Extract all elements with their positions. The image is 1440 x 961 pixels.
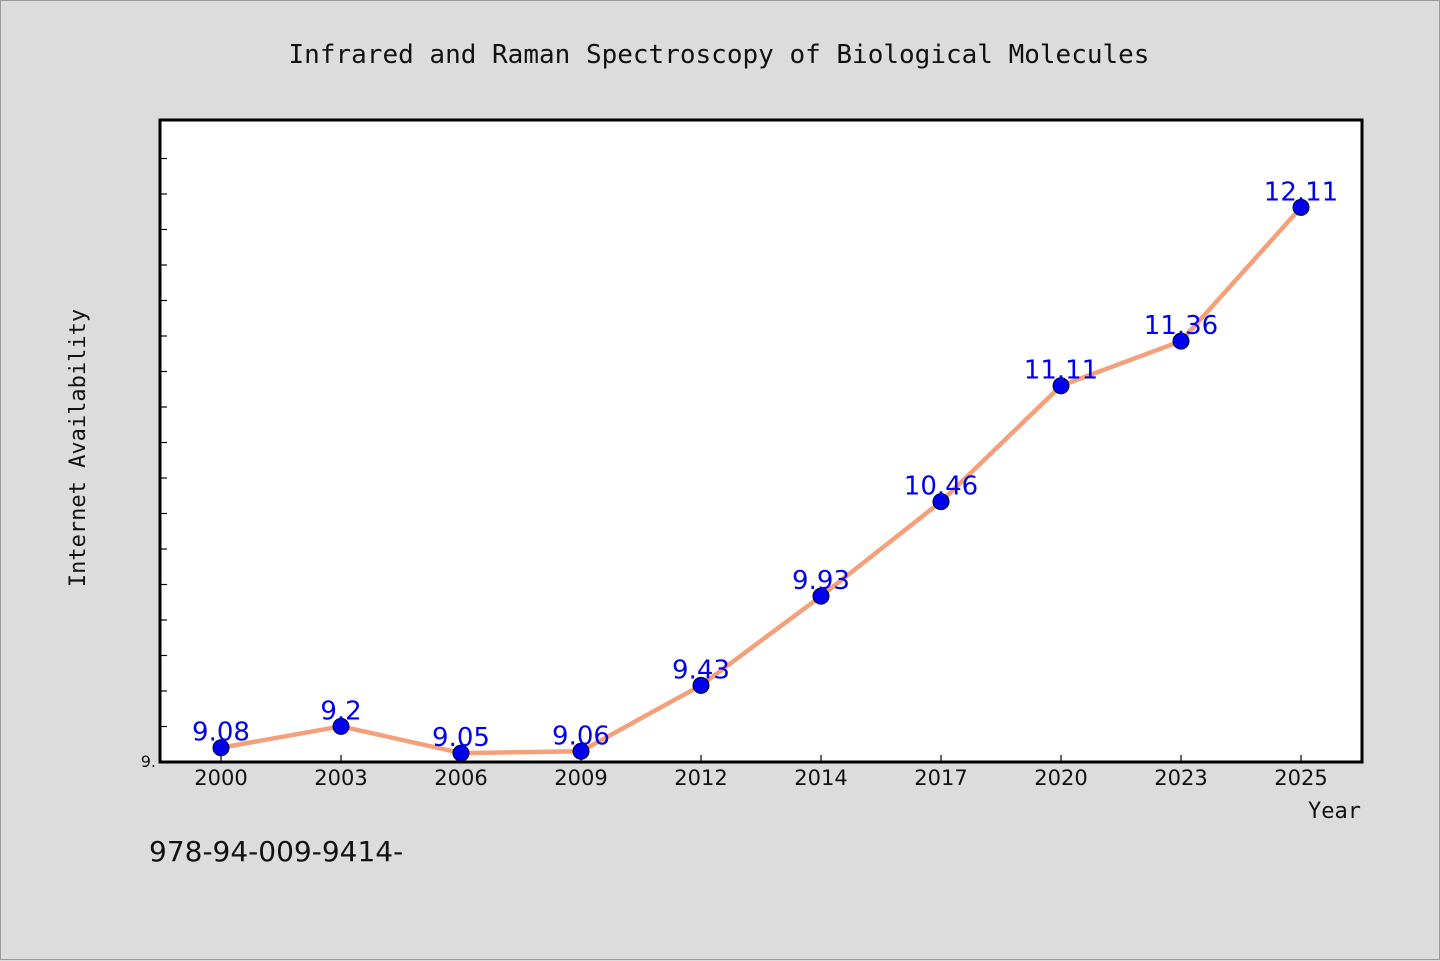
x-axis-label: Year (1308, 799, 1361, 824)
data-label: 9.05 (432, 723, 490, 753)
x-tick-label: 2009 (554, 766, 607, 790)
x-tick-label: 2020 (1034, 766, 1087, 790)
series-line (218, 205, 1304, 756)
y-tick-label: 9. (141, 752, 156, 771)
x-tick-label: 2000 (194, 766, 247, 790)
data-point (212, 739, 230, 757)
data-label: 9.43 (672, 655, 730, 685)
x-tick-label: 2025 (1274, 766, 1327, 790)
series-line-group (218, 205, 1304, 756)
data-label: 9.93 (792, 566, 850, 596)
data-label: 9.08 (192, 718, 250, 748)
data-point-markers (212, 198, 1310, 762)
isbn-text: 978-94-009-9414- (149, 835, 404, 868)
x-axis-tick-labels: 2000 2003 2006 2009 2012 2014 2017 2020 2023 2025 (194, 766, 1327, 790)
y-axis-label: Internet Availability (66, 309, 91, 587)
data-point (812, 587, 830, 605)
data-label: 9.2 (320, 696, 361, 726)
data-point (932, 493, 950, 511)
data-point (572, 742, 590, 760)
y-axis-ticks (160, 157, 167, 728)
data-point (1052, 377, 1070, 395)
data-labels: 9.08 9.2 9.05 9.06 9.43 9.93 10.46 11.11 11.36 12… (192, 177, 1338, 753)
plot-area (158, 118, 1364, 764)
x-tick-label: 2023 (1154, 766, 1207, 790)
data-point (332, 717, 350, 735)
data-point (1292, 198, 1310, 216)
x-tick-label: 2006 (434, 766, 487, 790)
data-label: 10.46 (904, 472, 978, 502)
data-label: 11.36 (1144, 311, 1218, 341)
data-point (692, 676, 710, 694)
chart-title: Infrared and Raman Spectroscopy of Biolo… (289, 40, 1150, 70)
data-label: 9.06 (552, 721, 610, 751)
data-label: 11.11 (1024, 356, 1098, 386)
data-point (1172, 332, 1190, 350)
data-label: 12.11 (1264, 177, 1338, 207)
x-tick-label: 2003 (314, 766, 367, 790)
x-tick-label: 2017 (914, 766, 967, 790)
x-tick-label: 2014 (794, 766, 847, 790)
x-tick-label: 2012 (674, 766, 727, 790)
x-axis-ticks (220, 755, 1302, 762)
data-point (452, 744, 470, 762)
